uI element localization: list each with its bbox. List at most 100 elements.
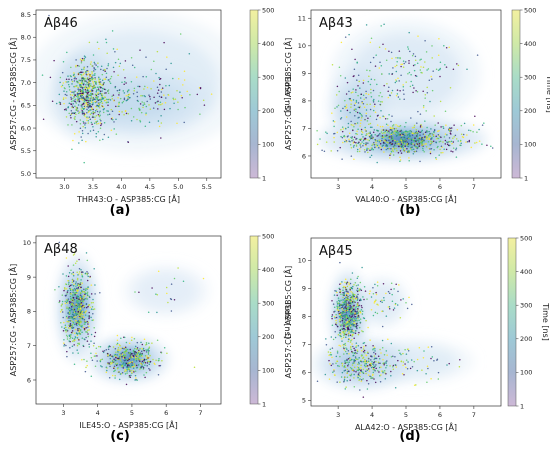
data-point <box>408 71 411 74</box>
data-point <box>402 364 404 366</box>
plot-frame <box>35 9 222 179</box>
data-point <box>75 106 78 109</box>
data-point <box>90 92 92 95</box>
data-point <box>87 106 90 109</box>
data-point <box>358 316 360 318</box>
data-point <box>131 371 133 374</box>
data-point <box>439 140 442 142</box>
data-point <box>389 126 392 129</box>
data-point <box>399 98 401 100</box>
data-point <box>390 370 392 373</box>
data-point <box>80 104 83 107</box>
data-point <box>134 356 137 359</box>
data-point <box>94 365 97 367</box>
data-point <box>391 57 393 60</box>
data-point <box>357 142 359 144</box>
data-point <box>91 123 93 126</box>
data-point <box>86 259 89 262</box>
data-point <box>79 309 82 311</box>
data-point <box>102 69 105 71</box>
data-point <box>93 342 95 345</box>
data-point <box>89 102 92 105</box>
data-point <box>153 60 155 63</box>
data-point <box>79 127 82 130</box>
data-point <box>349 357 351 360</box>
data-point <box>345 299 347 301</box>
data-point <box>414 55 417 58</box>
data-point <box>65 283 67 285</box>
data-point <box>367 374 370 376</box>
data-point <box>342 336 345 339</box>
data-point <box>384 372 386 374</box>
data-point <box>362 79 365 82</box>
data-point <box>68 89 71 91</box>
data-point <box>378 371 380 373</box>
data-point <box>81 92 84 95</box>
plot-contents <box>54 241 211 386</box>
data-point <box>93 70 95 72</box>
data-point <box>130 357 132 359</box>
data-point <box>398 145 400 148</box>
data-point <box>400 74 402 77</box>
data-point <box>404 125 406 128</box>
data-point <box>403 62 405 65</box>
data-point <box>84 126 87 129</box>
data-point <box>371 144 373 147</box>
data-point <box>396 143 398 145</box>
data-point <box>383 362 386 364</box>
data-point <box>118 378 121 381</box>
data-point <box>362 139 365 142</box>
data-point <box>70 75 72 78</box>
data-point <box>78 111 81 113</box>
data-point <box>131 353 133 355</box>
data-point <box>85 96 88 98</box>
data-point <box>344 311 346 314</box>
data-point <box>388 50 390 52</box>
data-point <box>336 309 339 311</box>
data-point <box>86 87 89 89</box>
data-point <box>392 364 395 367</box>
data-point <box>139 368 141 370</box>
data-point <box>373 79 376 81</box>
data-point <box>76 324 78 326</box>
data-point <box>454 134 457 137</box>
data-point <box>83 67 85 69</box>
data-point <box>88 303 91 306</box>
data-point <box>426 86 428 89</box>
data-point <box>93 268 95 270</box>
data-point <box>378 67 381 69</box>
data-point <box>409 85 412 88</box>
data-point <box>68 319 70 322</box>
data-point <box>82 344 84 347</box>
data-point <box>61 303 64 305</box>
data-point <box>146 360 149 363</box>
data-point <box>353 141 356 143</box>
data-point <box>145 75 148 78</box>
data-point <box>395 70 398 73</box>
x-tick-label: 5 <box>404 183 408 191</box>
data-point <box>352 317 354 319</box>
data-point <box>413 126 415 129</box>
data-point <box>344 310 347 312</box>
data-point <box>416 143 419 145</box>
data-point <box>106 369 108 372</box>
data-point <box>379 348 381 351</box>
y-axis-label: ASP257:CG - ASP385:CG [Å] <box>7 38 18 150</box>
data-point <box>183 70 186 73</box>
data-point <box>432 70 434 72</box>
data-point <box>70 109 73 112</box>
data-point <box>73 132 76 135</box>
data-point <box>69 346 71 349</box>
data-point <box>76 334 79 337</box>
data-point <box>160 122 163 124</box>
data-point <box>355 144 358 146</box>
data-point <box>134 379 136 381</box>
data-point <box>408 133 410 135</box>
data-point <box>119 373 122 375</box>
data-point <box>378 145 381 147</box>
data-point <box>82 300 85 303</box>
data-point <box>74 111 77 114</box>
data-point <box>351 307 354 309</box>
data-point <box>442 125 444 128</box>
data-point <box>335 322 338 324</box>
